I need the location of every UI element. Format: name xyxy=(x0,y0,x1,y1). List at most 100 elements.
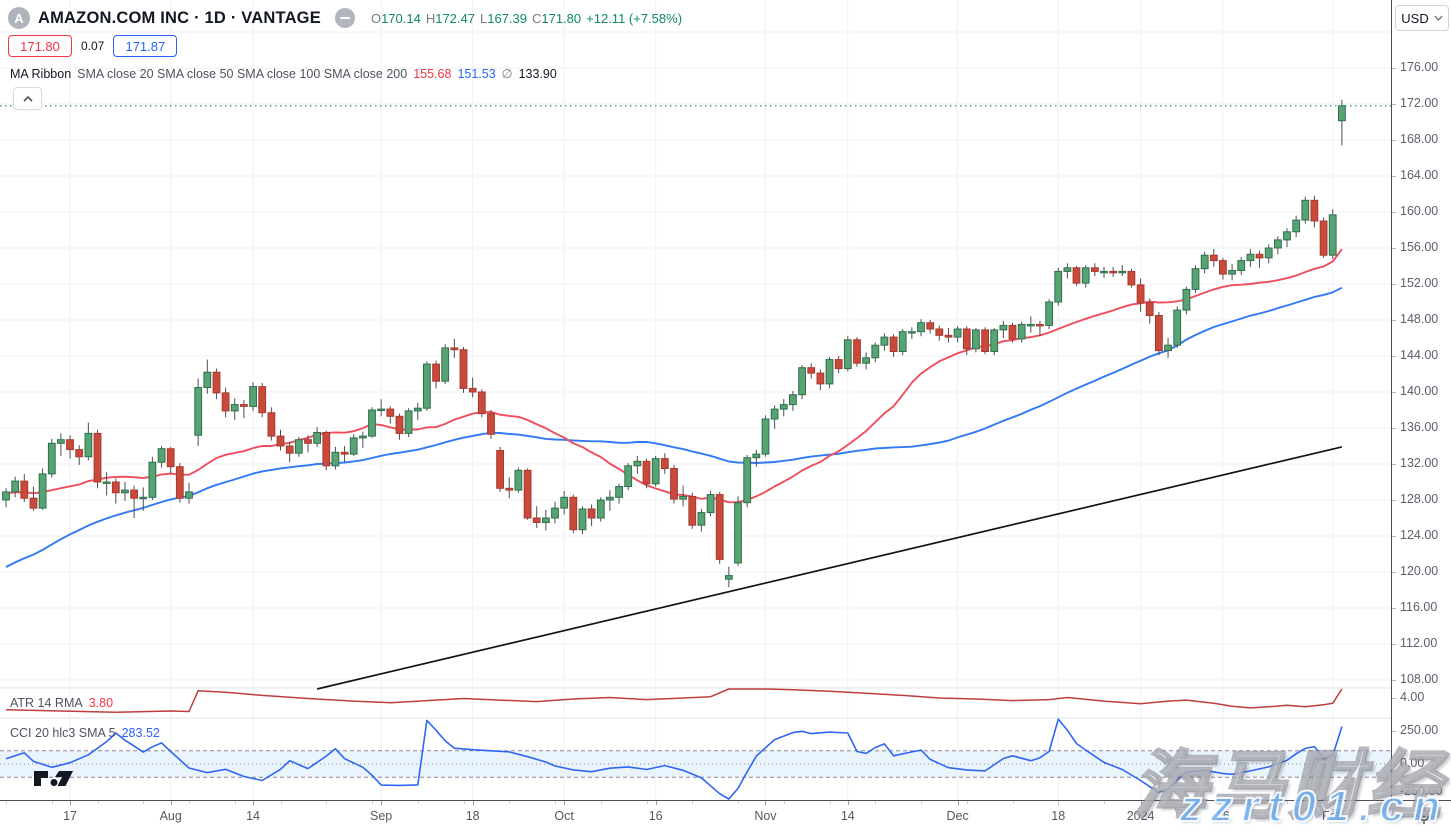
time-axis-minor-tick xyxy=(1287,801,1288,804)
ohlc-readout: O170.14 H172.47 L167.39 C171.80 +12.11 (… xyxy=(371,11,682,26)
candle-body xyxy=(322,432,331,467)
candle-body xyxy=(825,359,834,385)
collapse-legend-button[interactable] xyxy=(13,87,42,110)
sma50-line xyxy=(5,286,1343,568)
candle-body xyxy=(889,336,898,353)
time-axis-label: Dec xyxy=(946,809,969,823)
candle-body xyxy=(84,432,93,458)
candle-body xyxy=(688,495,697,526)
candle-body xyxy=(423,363,431,409)
candle-body xyxy=(962,328,971,350)
candle-body xyxy=(212,371,221,394)
price-axis[interactable]: USD 176.00 172.00 168.00 164.00 160.00 156.00… xyxy=(1391,0,1451,833)
candle-body xyxy=(148,461,157,498)
candle-body xyxy=(1292,219,1301,233)
candle-body xyxy=(66,439,74,451)
candle-body xyxy=(157,448,166,463)
chevron-up-icon xyxy=(22,95,33,102)
cci-band xyxy=(0,750,1391,778)
candle-body xyxy=(267,412,276,437)
candle-body xyxy=(1338,105,1346,122)
candle-body xyxy=(368,409,376,437)
candle-body xyxy=(47,442,56,475)
time-axis[interactable]: 17 Aug 14 Sep 18 Oct 16 Nov 14 Dec 18 2024 16 Feb xyxy=(0,800,1451,833)
ma-ribbon-title: MA Ribbon xyxy=(10,66,72,81)
candle-body xyxy=(1008,324,1017,340)
candle-body xyxy=(1100,270,1108,274)
symbol-title[interactable]: AMAZON.COM INC · 1D · VANTAGE xyxy=(38,8,321,27)
candle-body xyxy=(1237,260,1246,272)
ma-ribbon-legend[interactable]: MA Ribbon SMA close 20 SMA close 50 SMA … xyxy=(10,66,557,82)
price-axis-tick xyxy=(1392,212,1396,213)
candle-body xyxy=(990,329,999,352)
buy-button[interactable]: 171.87 xyxy=(113,35,178,57)
candle-body xyxy=(633,460,642,467)
time-axis-tick xyxy=(957,801,959,805)
candle-body xyxy=(761,418,770,455)
symbol-logo[interactable]: A xyxy=(8,7,30,29)
price-axis-label: 140.00 xyxy=(1400,384,1439,398)
price-axis-label: 108.00 xyxy=(1400,672,1439,686)
candle-body xyxy=(1246,253,1255,262)
candle-body xyxy=(38,473,47,509)
candle-body xyxy=(1164,344,1172,352)
time-axis-minor-tick xyxy=(646,801,648,804)
candle-body xyxy=(139,496,148,500)
candle-body xyxy=(514,469,523,491)
candle-body xyxy=(1155,315,1163,352)
candle-body xyxy=(1301,199,1310,221)
candle-body xyxy=(240,404,248,407)
candle-body xyxy=(459,349,468,389)
candle-body xyxy=(853,339,861,364)
candle-body xyxy=(29,497,38,509)
candle-body xyxy=(715,494,724,560)
time-axis-tick xyxy=(1140,801,1142,805)
candle-body xyxy=(843,339,852,370)
price-axis-tick xyxy=(1392,392,1396,393)
price-axis-tick xyxy=(1392,764,1396,765)
time-axis-minor-tick xyxy=(1104,801,1105,804)
time-axis-minor-tick xyxy=(1012,801,1014,804)
currency-selector[interactable]: USD xyxy=(1395,5,1449,31)
sma200-value: 133.90 xyxy=(518,66,557,81)
time-axis-minor-tick xyxy=(189,801,190,804)
change-value: +12.11 (+7.58%) xyxy=(586,10,683,26)
candle-body xyxy=(935,328,944,336)
minus-icon xyxy=(339,17,350,19)
indicator-axis-label: 0.00 xyxy=(1400,756,1425,770)
hide-indicator-button[interactable] xyxy=(334,8,355,28)
candle-body xyxy=(258,386,267,414)
gear-icon[interactable] xyxy=(1415,807,1433,825)
candle-body xyxy=(294,439,303,454)
candle-body xyxy=(624,465,633,487)
time-axis-label: 16 xyxy=(1215,809,1230,823)
cci-value: 283.52 xyxy=(121,726,160,740)
close-label: C xyxy=(531,10,542,26)
time-axis-minor-tick xyxy=(875,801,877,804)
chart-header: A AMAZON.COM INC · 1D · VANTAGE O170.14 … xyxy=(8,7,682,29)
price-axis-label: 128.00 xyxy=(1400,492,1439,506)
candle-body xyxy=(999,324,1008,331)
candle-body xyxy=(532,517,541,523)
candle-body xyxy=(386,408,395,417)
candle-body xyxy=(542,517,550,523)
sell-button[interactable]: 171.80 xyxy=(8,35,72,57)
time-axis-minor-tick xyxy=(509,801,511,804)
time-axis-tick xyxy=(170,801,172,805)
candle-body xyxy=(93,432,102,483)
candle-body xyxy=(981,329,990,352)
tradingview-logo[interactable] xyxy=(33,770,91,787)
price-chart-svg xyxy=(0,0,1391,800)
candle-body xyxy=(1109,270,1118,274)
candle-body xyxy=(697,512,706,526)
indicator-axis-label: 4.00 xyxy=(1400,690,1425,704)
atr-legend[interactable]: ATR 14 RMA 3.80 xyxy=(10,696,113,710)
candle-body xyxy=(395,415,404,434)
candle-body xyxy=(1072,267,1081,284)
candle-body xyxy=(523,469,532,519)
cci-legend[interactable]: CCI 20 hlc3 SMA 5 283.52 xyxy=(10,726,160,740)
candle-body xyxy=(1036,324,1044,327)
candle-body xyxy=(1274,239,1282,249)
time-axis-minor-tick xyxy=(234,801,236,804)
